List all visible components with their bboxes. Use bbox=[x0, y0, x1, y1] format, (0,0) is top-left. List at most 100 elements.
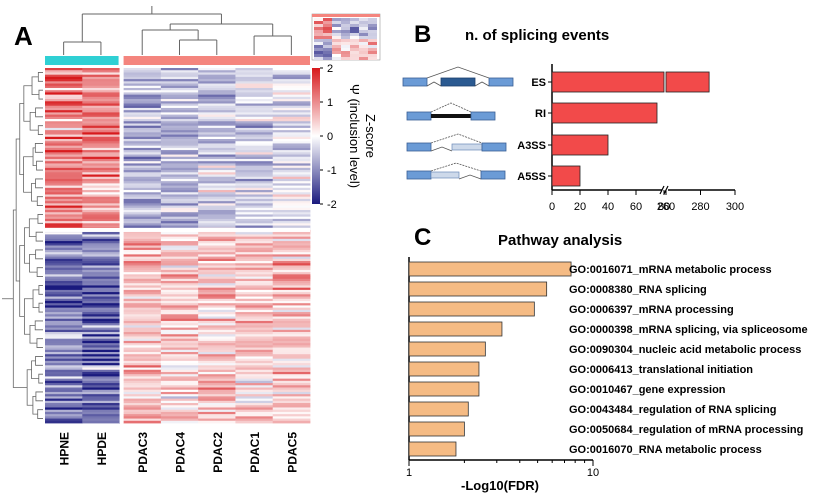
heatmap-cell bbox=[160, 87, 199, 91]
heatmap-cell bbox=[160, 367, 199, 371]
heatmap-cell bbox=[235, 378, 274, 382]
heatmap-cell bbox=[45, 238, 83, 242]
heatmap-cell bbox=[198, 352, 236, 355]
heatmap-cell bbox=[82, 187, 120, 191]
heatmap-cell bbox=[82, 334, 120, 337]
heatmap-cell bbox=[45, 414, 83, 417]
heatmap-cell bbox=[82, 154, 120, 158]
heatmap-cell bbox=[272, 296, 311, 300]
heatmap-cell bbox=[198, 147, 236, 151]
heatmap-cell bbox=[45, 345, 83, 348]
heatmap-cell bbox=[235, 411, 274, 415]
sample-label: HPNE bbox=[58, 432, 72, 465]
panel-c: C Pathway analysis 1 10 GO:0016071_mRNA me… bbox=[406, 224, 808, 493]
thumbnail-cell bbox=[341, 24, 350, 27]
heatmap-cell bbox=[160, 343, 199, 346]
heatmap-cell bbox=[160, 90, 199, 93]
heatmap-cell bbox=[235, 87, 274, 91]
heatmap-cell bbox=[160, 241, 199, 244]
heatmap-cell bbox=[272, 261, 311, 264]
heatmap-cell bbox=[45, 278, 83, 282]
heatmap-cell bbox=[123, 112, 162, 115]
thumbnail-cell bbox=[368, 45, 377, 48]
heatmap-cell bbox=[235, 265, 274, 269]
heatmap-cell bbox=[160, 218, 199, 222]
heatmap-cell bbox=[272, 139, 311, 142]
heatmap-cell bbox=[198, 161, 236, 164]
colorbar: 2 1 0 -1 -2 Ψ (inclusion level) Z-score bbox=[312, 63, 378, 211]
bar bbox=[408, 261, 572, 277]
heatmap-cell bbox=[123, 356, 162, 360]
heatmap-cell bbox=[160, 243, 199, 246]
heatmap-cell bbox=[235, 154, 274, 158]
heatmap-cell bbox=[272, 123, 311, 127]
heatmap-cell bbox=[82, 81, 120, 84]
colorbar-gradient-bar bbox=[312, 68, 320, 204]
heatmap-cell bbox=[198, 281, 236, 284]
heatmap-cell bbox=[123, 420, 162, 424]
heatmap-cell bbox=[160, 418, 199, 422]
thumbnail-cell bbox=[341, 27, 350, 30]
heatmap-cell bbox=[123, 132, 162, 135]
heatmap-cell bbox=[123, 187, 162, 191]
bar bbox=[408, 401, 469, 417]
heatmap-cell bbox=[235, 292, 274, 295]
heatmap-cell bbox=[45, 272, 83, 275]
heatmap-cell bbox=[123, 358, 162, 362]
heatmap-cell bbox=[45, 154, 83, 158]
heatmap-cell bbox=[272, 389, 311, 393]
heatmap-cell bbox=[45, 212, 83, 215]
heatmap-cell bbox=[123, 201, 162, 204]
heatmap-cell bbox=[235, 276, 274, 280]
heatmap-cell bbox=[198, 247, 236, 251]
heatmap-cell bbox=[123, 287, 162, 291]
heatmap-cell bbox=[82, 110, 120, 113]
heatmap-cell bbox=[82, 112, 120, 115]
heatmap-cell bbox=[235, 247, 274, 251]
heatmap-cell bbox=[272, 163, 311, 167]
dendrogram-branch bbox=[32, 395, 38, 415]
heatmap-cell bbox=[45, 121, 83, 124]
heatmap-cell bbox=[123, 205, 162, 209]
heatmap-cell bbox=[235, 221, 274, 224]
heatmap-cell bbox=[160, 150, 199, 153]
heatmap-cell bbox=[82, 68, 120, 71]
thumbnail-cell bbox=[341, 21, 350, 24]
heatmap-cell bbox=[235, 314, 274, 317]
heatmap-cell bbox=[272, 241, 311, 244]
thumbnail-cell bbox=[350, 36, 359, 39]
heatmap-cell bbox=[272, 134, 311, 138]
heatmap-cell bbox=[272, 132, 311, 135]
heatmap-cell bbox=[123, 176, 162, 180]
colorbar-tick-label: -2 bbox=[327, 199, 337, 211]
heatmap-cell bbox=[235, 176, 274, 180]
heatmap-cell bbox=[235, 274, 274, 277]
heatmap-cell bbox=[272, 96, 311, 100]
heatmap-cell bbox=[198, 305, 236, 309]
heatmap-cell bbox=[235, 72, 274, 76]
thumbnail-cell bbox=[350, 48, 359, 51]
heatmap-cell bbox=[235, 316, 274, 320]
heatmap-cell bbox=[82, 258, 120, 262]
heatmap-cell bbox=[45, 298, 83, 302]
heatmap-cell bbox=[82, 158, 120, 162]
heatmap-cell bbox=[198, 198, 236, 202]
heatmap-cell bbox=[198, 203, 236, 206]
heatmap-cell bbox=[82, 212, 120, 215]
heatmap-cell bbox=[272, 185, 311, 189]
thumbnail-cell bbox=[314, 57, 323, 60]
heatmap-cell bbox=[45, 210, 83, 213]
heatmap-cell bbox=[45, 167, 83, 171]
heatmap-cell bbox=[82, 307, 120, 311]
heatmap-cell bbox=[198, 312, 236, 315]
heatmap-cell bbox=[82, 261, 120, 264]
heatmap-cell bbox=[160, 411, 199, 415]
heatmap-cell bbox=[82, 176, 120, 180]
heatmap-cell bbox=[272, 336, 311, 340]
heatmap-cell bbox=[272, 345, 311, 348]
heatmap-cell bbox=[235, 205, 274, 209]
heatmap-cell bbox=[160, 92, 199, 96]
splice-junction bbox=[474, 81, 490, 87]
heatmap-cell bbox=[45, 387, 83, 391]
splice-junction bbox=[426, 81, 442, 87]
